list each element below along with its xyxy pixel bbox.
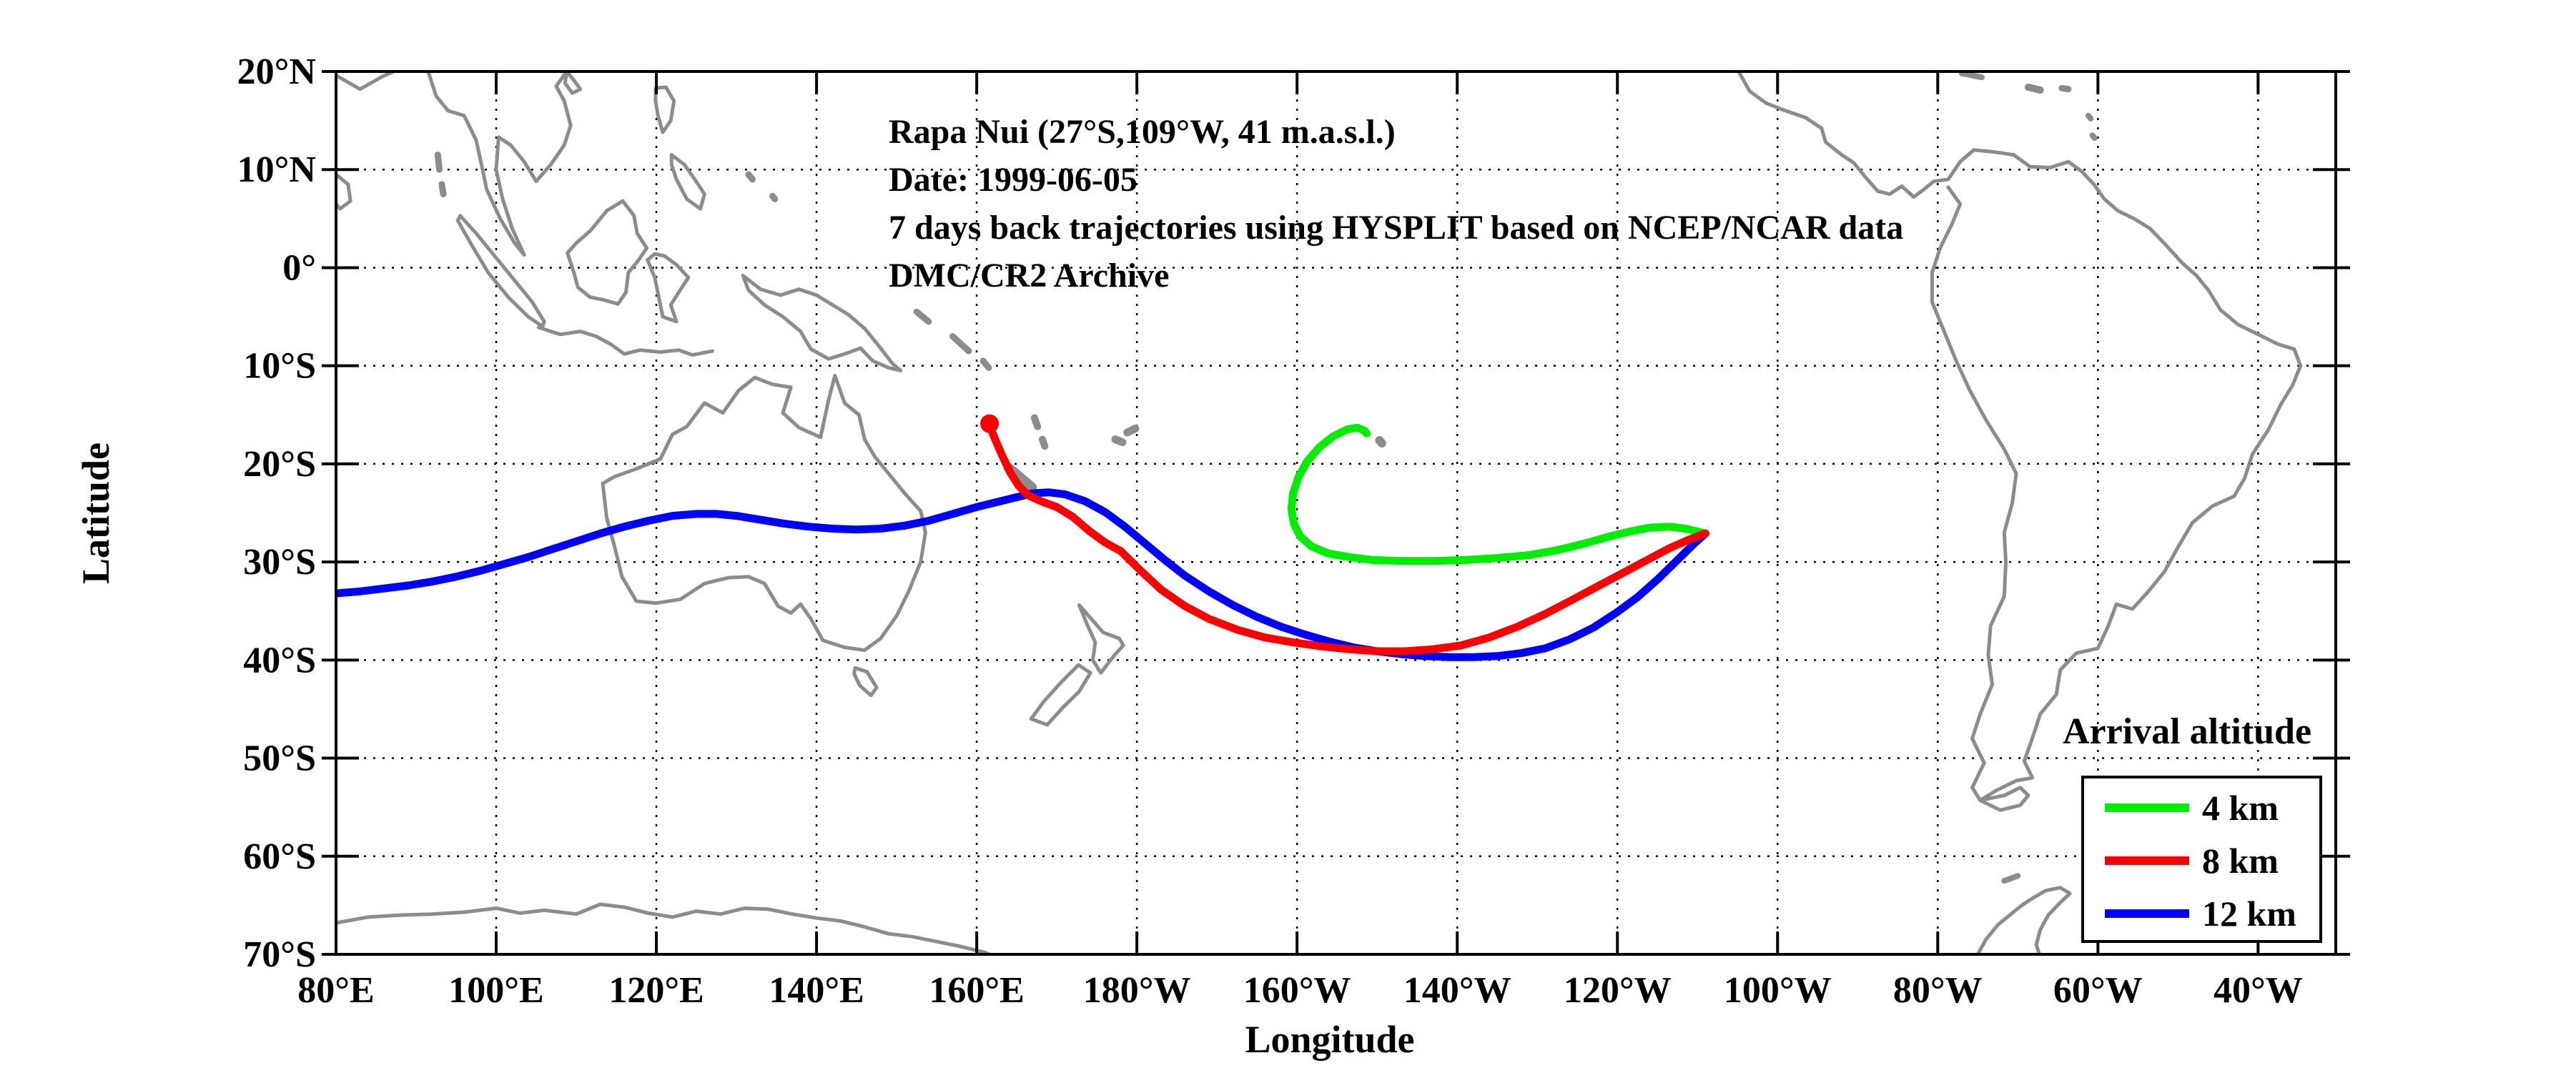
coastline-south-america	[1736, 71, 2303, 812]
coastline-vanuatu-1	[1030, 414, 1042, 430]
y-axis-label: Latitude	[74, 442, 117, 584]
coastline-south-shetland	[2001, 873, 2021, 884]
y-tick-label: 20°S	[243, 444, 316, 485]
coastline-indochina	[426, 71, 573, 257]
coastline-sumatra	[455, 214, 546, 329]
x-tick-label: 120°W	[1564, 970, 1672, 1011]
coastline-antarctic-peninsula	[1975, 886, 2072, 954]
x-tick-label: 40°W	[2214, 970, 2303, 1011]
annotation-line-1: Rapa Nui (27°S,109°W, 41 m.a.s.l.)	[889, 113, 1396, 151]
y-tick-label: 30°S	[243, 542, 316, 583]
coastline-andaman-2	[438, 181, 447, 197]
x-tick-label: 160°E	[929, 970, 1024, 1011]
legend-label-12-km: 12 km	[2202, 894, 2296, 934]
trajectory-8-km	[985, 420, 1709, 656]
coastline-fiji-2	[1123, 425, 1140, 437]
coastline-antilles-1	[2085, 112, 2094, 122]
x-tick-label: 140°W	[1403, 970, 1511, 1011]
y-tick-label: 0°	[282, 247, 316, 288]
coastline-cuba-clip	[1958, 71, 1985, 81]
coastline-solomons-3	[979, 357, 992, 371]
annotation-line-2: Date: 1999-06-05	[889, 161, 1138, 199]
y-tick-label: 50°S	[243, 738, 316, 779]
coastline-antilles-2	[2089, 132, 2098, 142]
coastline-solomons-1	[913, 308, 932, 325]
coastline-java-sunda	[536, 325, 714, 357]
coastline-tahiti	[1375, 436, 1386, 448]
trajectory-4-km	[1287, 423, 1709, 565]
coastline-luzon	[653, 85, 676, 134]
plot-box-border	[335, 70, 2337, 956]
y-tick-label: 20°N	[237, 51, 316, 92]
coastline-tasmania	[852, 666, 879, 698]
x-tick-label: 100°E	[448, 970, 543, 1011]
coastline-new-guinea	[741, 273, 903, 372]
x-tick-label: 160°W	[1243, 970, 1351, 1011]
coastline-australia	[601, 373, 927, 653]
legend-label-8-km: 8 km	[2202, 841, 2279, 881]
x-tick-label: 120°E	[608, 970, 704, 1011]
coastline-sulawesi	[646, 252, 691, 324]
coastline-antarctica-east	[336, 902, 995, 954]
coastline-palau-2	[769, 192, 779, 202]
x-tick-label: 80°E	[297, 970, 374, 1011]
coastline-mindanao	[669, 153, 706, 211]
x-tick-label: 180°W	[1083, 970, 1191, 1011]
y-tick-label: 10°N	[237, 149, 316, 190]
x-tick-label: 80°W	[1893, 970, 1983, 1011]
annotation-line-3: 7 days back trajectories using HYSPLIT b…	[889, 209, 1903, 247]
legend-title: Arrival altitude	[2063, 711, 2311, 752]
coastline-palau-1	[745, 171, 756, 183]
coastline-solomons-2	[949, 333, 972, 355]
coastline-hainan	[563, 71, 583, 95]
y-tick-label: 70°S	[243, 934, 316, 975]
coastline-andaman-1	[434, 152, 443, 173]
coastline-hispaniola	[2024, 84, 2044, 94]
trajectory-8-km-start-dot	[980, 414, 1000, 433]
x-tick-label: 140°E	[769, 970, 864, 1011]
y-tick-label: 40°S	[243, 640, 316, 681]
coastline-nz-south	[1029, 663, 1092, 727]
coastline-nz-north	[1077, 603, 1125, 675]
coastline-vanuatu-2	[1039, 435, 1049, 450]
annotation-line-4: DMC/CR2 Archive	[889, 257, 1169, 295]
plot-area	[336, 71, 2336, 954]
coastline-borneo	[566, 199, 649, 306]
y-tick-label: 60°S	[243, 836, 316, 877]
trajectory-12-km	[336, 488, 1709, 661]
x-tick-label: 60°W	[2053, 970, 2143, 1011]
y-tick-label: 10°S	[243, 346, 316, 387]
coastline-sri-lanka	[336, 172, 352, 211]
x-tick-label: 100°W	[1724, 970, 1832, 1011]
coastline-india-bengal	[336, 71, 396, 92]
x-axis-label: Longitude	[1245, 1018, 1414, 1061]
coastline-fiji-1	[1111, 435, 1127, 447]
coastline-puerto-rico	[2058, 84, 2072, 93]
legend-label-4-km: 4 km	[2202, 788, 2279, 828]
